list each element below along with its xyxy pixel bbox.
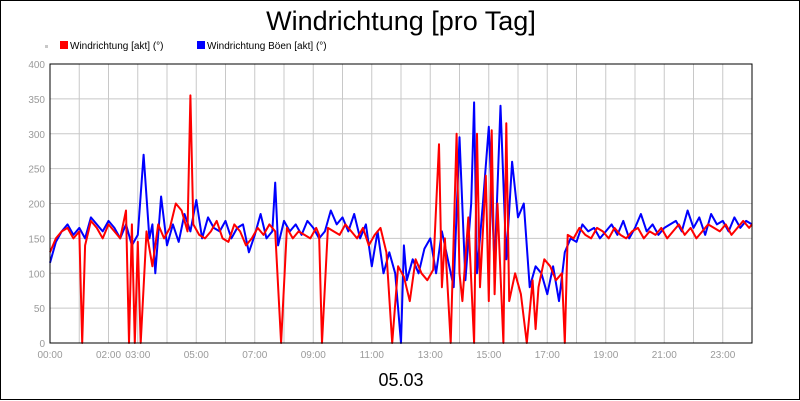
legend-marker-dot [45, 45, 48, 48]
legend-swatch-boeen [197, 41, 205, 49]
x-tick-label: 02:00 [96, 350, 121, 361]
x-tick-label: 23:00 [710, 350, 735, 361]
y-tick-label: 200 [28, 200, 45, 211]
x-tick-label: 15:00 [476, 350, 501, 361]
y-tick-label: 350 [28, 95, 45, 106]
x-tick-label: 17:00 [535, 350, 560, 361]
x-tick-label: 05:00 [184, 350, 209, 361]
y-axis-ticks: 0 50 100 150 200 250 300 350 400 [28, 60, 45, 350]
x-tick-label: 00:00 [37, 350, 62, 361]
legend-label-akt: Windrichtung [akt] (°) [70, 41, 163, 52]
y-tick-label: 50 [34, 304, 46, 315]
legend: Windrichtung [akt] (°) Windrichtung Böen… [45, 41, 327, 52]
grid [49, 63, 753, 344]
x-tick-label: 21:00 [652, 350, 677, 361]
y-tick-label: 250 [28, 165, 45, 176]
y-tick-label: 300 [28, 130, 45, 141]
x-axis-ticks: 00:00 02:00 03:00 05:00 07:00 09:00 11:00 13:00… [37, 350, 735, 361]
y-tick-label: 400 [28, 60, 45, 71]
y-tick-label: 0 [39, 339, 45, 350]
legend-swatch-akt [60, 41, 68, 49]
plot-area-border [49, 63, 753, 344]
x-tick-label: 07:00 [242, 350, 267, 361]
x-tick-label: 13:00 [418, 350, 443, 361]
x-tick-label: 11:00 [360, 350, 385, 361]
date-label: 05.03 [378, 370, 423, 390]
series-line-akt [49, 94, 753, 344]
x-tick-label: 09:00 [301, 350, 326, 361]
y-tick-label: 150 [28, 234, 45, 245]
x-tick-label: 19:00 [593, 350, 618, 361]
legend-label-boeen: Windrichtung Böen [akt] (°) [207, 41, 327, 52]
chart-title: Windrichtung [pro Tag] [266, 6, 536, 36]
x-tick-label: 03:00 [125, 350, 150, 361]
y-tick-label: 100 [28, 269, 45, 280]
